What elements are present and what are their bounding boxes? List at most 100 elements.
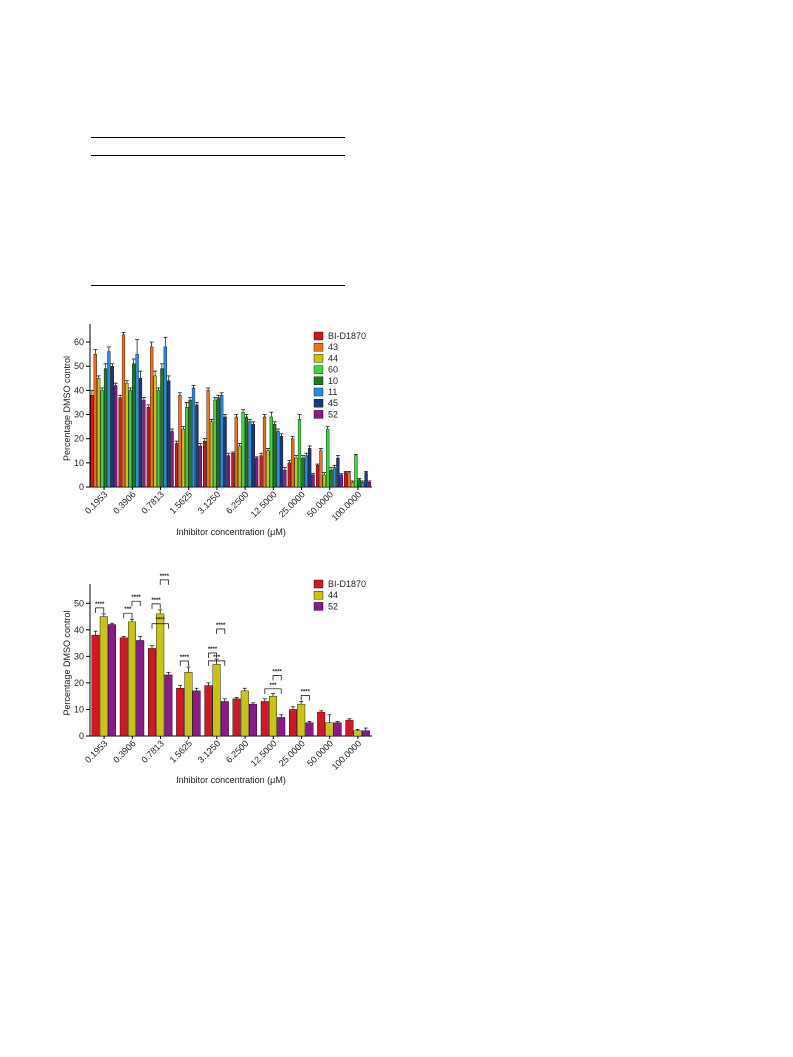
legend-swatch xyxy=(313,387,324,397)
bar xyxy=(297,703,306,737)
table-bottom-rule xyxy=(91,285,345,286)
bar xyxy=(184,672,193,737)
significance-bracket xyxy=(208,660,226,666)
y-tick-label: 0 xyxy=(79,731,84,741)
legend-label: 44 xyxy=(328,353,338,363)
significance-label: **** xyxy=(160,574,170,580)
x-tick-label: 6.2500 xyxy=(224,738,251,765)
significance-bracket xyxy=(300,695,310,701)
bar xyxy=(107,624,116,737)
significance-label: **** xyxy=(95,602,105,608)
x-tick-label: 12.5000 xyxy=(249,738,279,768)
bar xyxy=(119,637,128,737)
significance-bracket xyxy=(95,607,105,613)
bar xyxy=(277,717,286,737)
bar xyxy=(325,722,334,737)
bar xyxy=(361,730,370,737)
significance-label: **** xyxy=(151,598,161,604)
bar xyxy=(317,711,326,737)
legend-label: 45 xyxy=(328,398,338,408)
legend-swatch xyxy=(313,365,324,374)
bar xyxy=(204,685,213,737)
significance-bracket xyxy=(151,603,161,609)
y-tick-label: 50 xyxy=(74,598,84,608)
bar xyxy=(353,730,362,737)
legend-swatch xyxy=(313,591,324,600)
x-tick-label: 1.5625 xyxy=(168,738,195,765)
significance-label: **** xyxy=(208,647,218,653)
bar xyxy=(333,722,342,737)
table-top-rule xyxy=(91,137,345,138)
bar xyxy=(240,690,249,737)
bar xyxy=(136,640,145,737)
bar xyxy=(192,690,201,737)
y-tick-label: 40 xyxy=(74,385,84,395)
significance-bracket xyxy=(208,652,217,659)
y-tick-label: 60 xyxy=(74,337,84,347)
bar xyxy=(91,634,100,737)
y-axis-label: Percentage DMSO control xyxy=(62,356,72,461)
legend-swatch xyxy=(313,343,324,352)
legend-swatch xyxy=(313,376,324,385)
legend-swatch xyxy=(313,354,324,363)
bar xyxy=(176,688,185,737)
legend-label: 60 xyxy=(328,365,338,375)
significance-label: **** xyxy=(156,618,166,624)
y-tick-label: 20 xyxy=(74,434,84,444)
bar xyxy=(99,616,108,737)
legend-swatch xyxy=(313,410,324,419)
significance-label: **** xyxy=(216,623,226,629)
legend-label: BI-D1870 xyxy=(328,579,366,589)
significance-bracket xyxy=(179,660,189,666)
x-tick-label: 0.3906 xyxy=(111,738,138,765)
bar xyxy=(305,722,314,737)
significance-label: *** xyxy=(269,683,277,689)
y-tick-label: 0 xyxy=(79,482,84,492)
x-tick-label: 0.1953 xyxy=(83,738,110,765)
significance-label: **** xyxy=(272,670,282,676)
significance-bracket xyxy=(272,675,282,681)
bar xyxy=(220,701,229,737)
bar xyxy=(232,698,241,737)
legend-swatch xyxy=(313,602,324,611)
legend-label: BI-D1870 xyxy=(328,331,366,341)
x-tick-label: 100.0000 xyxy=(330,738,364,772)
significance-bracket xyxy=(123,612,133,619)
legend-label: 52 xyxy=(328,409,338,419)
significance-label: **** xyxy=(301,689,311,695)
bar xyxy=(269,695,278,737)
y-tick-label: 30 xyxy=(74,410,84,420)
legend-swatch xyxy=(313,579,324,589)
bar xyxy=(127,621,136,737)
legend-label: 11 xyxy=(328,387,337,397)
significance-bracket xyxy=(159,579,169,585)
x-axis-label: Inhibitor concentration (μM) xyxy=(176,775,286,785)
bar xyxy=(156,613,165,737)
significance-bracket xyxy=(131,600,141,607)
significance-label: **** xyxy=(180,655,190,661)
significance-label: **** xyxy=(131,595,141,601)
y-axis-label: Percentage DMSO control xyxy=(62,610,72,715)
x-tick-label: 0.7813 xyxy=(139,738,166,765)
bar xyxy=(345,719,354,737)
legend-label: 44 xyxy=(328,590,338,600)
significance-bracket xyxy=(264,688,282,694)
bar xyxy=(147,648,156,737)
y-tick-label: 20 xyxy=(74,678,84,688)
bar xyxy=(212,664,221,737)
x-tick-label: 25.0000 xyxy=(277,738,307,768)
bar xyxy=(164,674,173,737)
y-tick-label: 50 xyxy=(74,361,84,371)
significance-label: *** xyxy=(213,655,221,661)
significance-bracket xyxy=(216,628,226,635)
legend-swatch xyxy=(313,331,324,341)
x-axis-label: Inhibitor concentration (μM) xyxy=(176,527,286,537)
legend-label: 43 xyxy=(328,342,338,352)
bar xyxy=(289,709,298,737)
y-tick-label: 40 xyxy=(74,625,84,635)
bar xyxy=(248,703,257,737)
legend-swatch xyxy=(313,399,324,408)
table-header-rule xyxy=(91,155,345,156)
